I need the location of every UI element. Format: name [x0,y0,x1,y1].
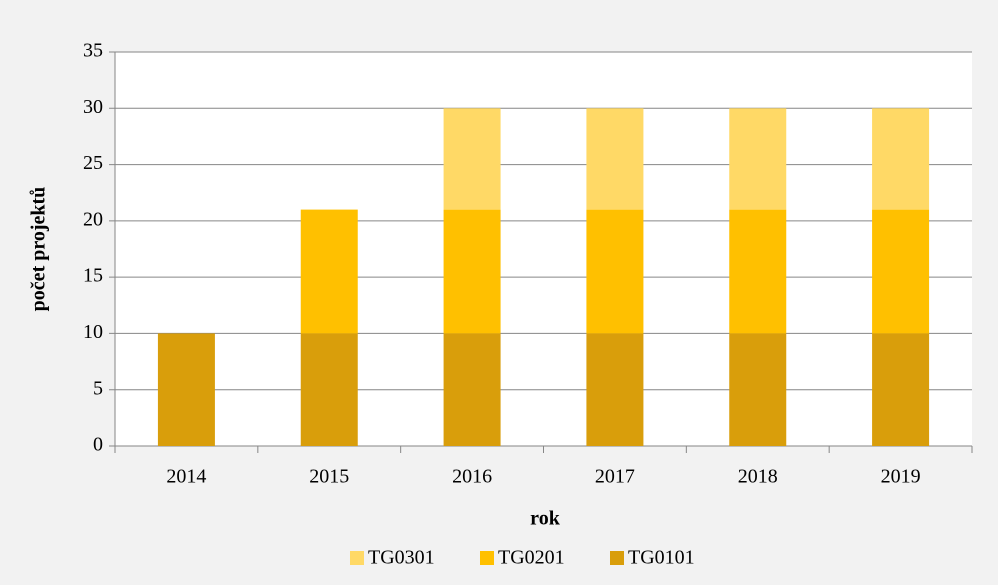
y-tick-label: 20 [83,208,103,230]
y-tick-label: 5 [93,377,103,399]
bar-segment [586,333,644,446]
x-tick-label: 2017 [595,466,635,488]
bar-segment [729,333,787,446]
legend-swatch [610,551,624,565]
legend-label: TG0301 [368,547,435,569]
bar-segment [300,209,358,334]
y-tick-label: 25 [83,152,103,174]
bar-segment [586,209,644,334]
x-tick-label: 2015 [309,466,349,488]
x-tick-label: 2016 [452,466,492,488]
bar-segment [872,209,930,334]
bar-segment [443,108,501,210]
y-tick-label: 15 [83,265,103,287]
bar-segment [300,333,358,446]
y-axis-title: počet projektů [28,187,50,312]
bar-segment [443,209,501,334]
x-tick-label: 2018 [738,466,778,488]
bar-segment [872,333,930,446]
x-tick-label: 2019 [881,466,921,488]
y-tick-label: 0 [93,434,103,456]
legend-swatch [350,551,364,565]
y-tick-label: 35 [83,40,103,62]
bar-segment [443,333,501,446]
legend-label: TG0201 [498,547,565,569]
bar-segment [729,108,787,210]
bar-segment [729,209,787,334]
y-tick-label: 30 [83,96,103,118]
bar-segment [157,333,215,446]
legend-label: TG0101 [628,547,695,569]
plot-area [115,52,972,446]
x-tick-label: 2014 [166,466,206,488]
bar-segment [872,108,930,210]
x-axis-title: rok [530,508,561,530]
y-tick-label: 10 [83,321,103,343]
bar-segment [586,108,644,210]
legend-swatch [480,551,494,565]
